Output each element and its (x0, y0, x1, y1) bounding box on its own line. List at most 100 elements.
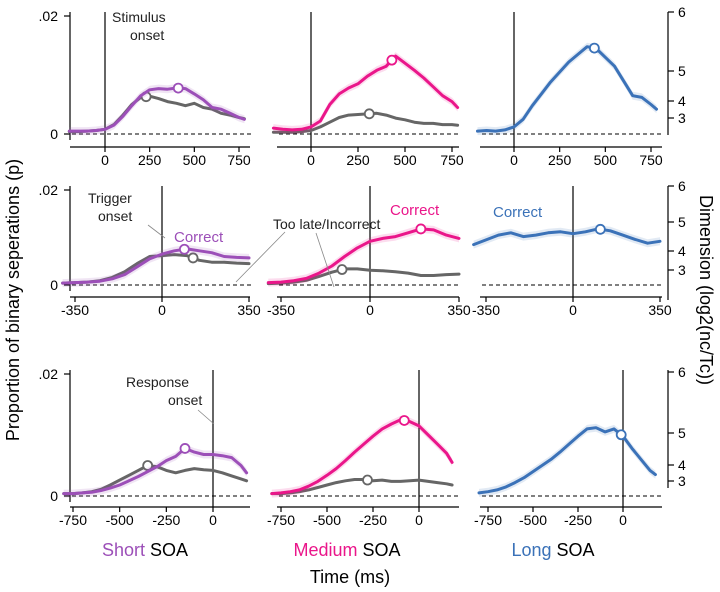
confidence-band (268, 224, 459, 287)
stimulus-onset-line1: Stimulus (112, 9, 166, 25)
dimension-tick-label: 4 (678, 93, 686, 109)
labels-layer: Proportion of binary seperations (p) Dim… (3, 9, 716, 587)
row-2: 0.02-350 0 350 -350 0 350 -350 0 350 (39, 182, 672, 318)
x-tick-label: 250 (138, 152, 162, 168)
peak-marker-short (178, 243, 190, 255)
panel-1-short: 0 .02 0 250 500 750 (39, 8, 252, 168)
peak-marker-incorrect (362, 474, 373, 486)
correct-label-short: Correct (174, 229, 224, 246)
too-late-leader-2 (315, 232, 335, 288)
x-tick-label: -750 (474, 512, 502, 528)
peak-marker-long (615, 429, 627, 441)
panels-layer: 0 .02 0 250 500 750 0 250 500 750 0 250 500 750 0 .02 -3… (39, 8, 672, 528)
soa-long-soa: SOA (557, 540, 595, 560)
too-late-label: Too late/Incorrect (273, 216, 380, 232)
series-line-long (472, 227, 662, 247)
x-tick-label: 250 (548, 152, 572, 168)
y-axis-label: Proportion of binary seperations (p) (3, 159, 23, 441)
y-tick-label: .02 (39, 366, 59, 382)
x-tick-label: 0 (569, 302, 577, 318)
peak-marker-long (594, 223, 606, 235)
panel-1-long: 0 250 500 750 (476, 12, 664, 168)
dimension-tick-label: 5 (678, 425, 686, 441)
y-tick-label: 0 (50, 488, 58, 504)
panel-1-medium: 0 250 500 750 (271, 12, 464, 168)
peak-marker-incorrect (187, 252, 199, 264)
dimension-tick-label: 4 (678, 457, 686, 473)
panel-2-long: -350 0 350 (472, 186, 672, 318)
peak-marker-incorrect (336, 264, 348, 275)
dimension-tick-label: 6 (678, 364, 686, 380)
right-axis-label: Dimension (log2(nc/Tc)) (696, 195, 716, 385)
x-tick-label: 0 (510, 152, 518, 168)
series-line-medium (266, 227, 461, 285)
peak-marker-medium (398, 415, 410, 426)
soa-short-word: Short (102, 540, 145, 560)
y-tick-label: .02 (39, 8, 59, 24)
x-tick-label: -750 (267, 512, 295, 528)
dimension-tick-label: 4 (678, 243, 686, 259)
soa-short-soa: SOA (150, 540, 188, 560)
y-tick-label: .02 (39, 182, 59, 198)
x-tick-label: 0 (619, 512, 627, 528)
series-line-long (477, 426, 657, 495)
x-tick-label: -750 (59, 512, 87, 528)
x-tick-label: 500 (393, 152, 417, 168)
confidence-band (63, 444, 247, 498)
panel-3-short: 0 .02 -750 -500 -250 0 (39, 366, 252, 528)
row-3: 0.02-750 -500 -250 0 -750 -500 -250 0 -750 -500 -2… (39, 366, 664, 528)
panel-2-medium: -350 0 350 (266, 186, 471, 318)
y-axis-label-text: Proportion of binary seperations (p) (3, 159, 23, 441)
peak-marker-short (179, 443, 191, 454)
x-tick-label: -250 (152, 512, 180, 528)
trigger-onset-leader (147, 224, 166, 239)
dimension-tick-label: 3 (678, 110, 686, 126)
confidence-band (273, 52, 458, 134)
series-line-short (61, 247, 251, 285)
peak-marker-long (588, 42, 600, 54)
dimension-tick-label: 3 (678, 262, 686, 278)
x-tick-label: -500 (106, 512, 134, 528)
dimension-tick-label: 6 (678, 4, 686, 20)
panel-3-medium: -750 -500 -250 0 (267, 370, 461, 528)
stimulus-onset-line2: onset (130, 27, 164, 43)
y-tick-label: 0 (50, 277, 58, 293)
series-line-long (476, 45, 658, 133)
dimension-tick-label: 5 (678, 63, 686, 79)
peak-marker-medium (386, 54, 398, 66)
soa-medium-word: Medium (293, 540, 357, 560)
row-1: 0 .02 0 250 500 750 0 250 500 750 0 250 500 750 (39, 8, 664, 168)
x-tick-label: 350 (237, 302, 261, 318)
correct-label-medium: Correct (390, 202, 440, 219)
soa-medium-soa: SOA (363, 540, 401, 560)
soa-label-medium: Medium SOA (293, 540, 400, 560)
x-tick-label: 350 (447, 302, 471, 318)
y-tick-label: 0 (50, 126, 58, 142)
correct-label-long: Correct (493, 204, 543, 221)
response-onset-line1: Response (126, 374, 189, 390)
x-tick-label: -350 (472, 302, 500, 318)
x-tick-label: 750 (227, 152, 251, 168)
x-tick-label: 250 (346, 152, 370, 168)
dimension-tick-label: 3 (678, 473, 686, 489)
peak-marker-medium (415, 223, 427, 235)
x-tick-label: -250 (359, 512, 387, 528)
x-tick-label: 0 (158, 302, 166, 318)
x-tick-label: 350 (648, 302, 672, 318)
series-line-medium (270, 418, 454, 496)
too-late-leader-1 (235, 231, 286, 283)
soa-label-short: Short SOA (102, 540, 188, 560)
confidence-band (62, 244, 249, 288)
x-tick-label: 0 (101, 152, 109, 168)
response-onset-line2: onset (168, 392, 202, 408)
x-tick-label: 0 (209, 512, 217, 528)
panel-3-long: -750 -500 -250 0 (474, 370, 664, 528)
trigger-onset-line2: onset (98, 208, 132, 224)
x-tick-label: 750 (639, 152, 663, 168)
confidence-band (473, 224, 660, 249)
dimension-tick-label: 5 (678, 214, 686, 230)
x-tick-label: 750 (440, 152, 464, 168)
series-line-incorrect (67, 94, 246, 134)
